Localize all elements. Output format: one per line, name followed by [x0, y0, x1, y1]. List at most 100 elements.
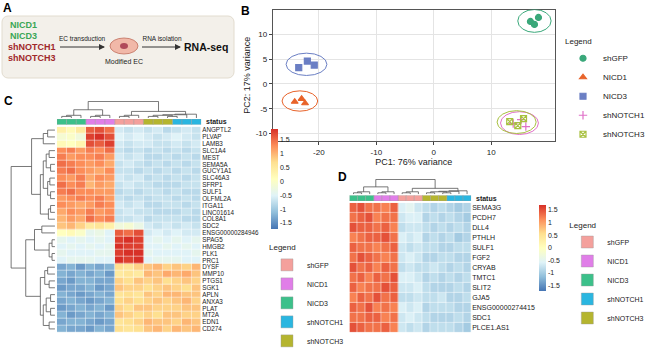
svg-text:PTHLH: PTHLH	[472, 234, 495, 241]
svg-text:NICD3: NICD3	[307, 300, 328, 307]
svg-text:SLC1A4: SLC1A4	[202, 147, 226, 154]
svg-text:shNOTCH1: shNOTCH1	[8, 42, 56, 52]
svg-text:EDN1: EDN1	[202, 318, 219, 325]
svg-text:LINC01614: LINC01614	[202, 209, 234, 216]
svg-text:ITGA11: ITGA11	[202, 202, 224, 209]
svg-text:0: 0	[263, 80, 268, 89]
svg-text:SFRP1: SFRP1	[202, 181, 223, 188]
svg-text:DLL4: DLL4	[472, 224, 489, 231]
svg-text:D: D	[338, 170, 347, 184]
svg-text:NICD1: NICD1	[607, 258, 628, 265]
svg-text:PLCE1.AS1: PLCE1.AS1	[472, 324, 509, 331]
svg-text:FGF2: FGF2	[472, 254, 490, 261]
svg-text:1: 1	[280, 150, 284, 157]
svg-text:0: 0	[548, 244, 552, 251]
svg-text:SLIT2: SLIT2	[472, 284, 491, 291]
svg-text:shNOTCH3: shNOTCH3	[307, 338, 343, 345]
svg-text:status: status	[206, 118, 227, 125]
svg-text:0: 0	[280, 178, 284, 185]
svg-text:SULF1: SULF1	[202, 188, 222, 195]
svg-text:1.5: 1.5	[548, 206, 558, 213]
svg-text:PTGS1: PTGS1	[202, 277, 223, 284]
svg-text:SEMA3G: SEMA3G	[472, 204, 501, 211]
svg-text:ENSG00000284946: ENSG00000284946	[202, 229, 259, 236]
svg-text:TMTC1: TMTC1	[472, 274, 495, 281]
svg-text:APLN: APLN	[202, 291, 219, 298]
svg-text:1.5: 1.5	[280, 136, 290, 143]
svg-text:SULF1: SULF1	[472, 244, 494, 251]
svg-text:A: A	[3, 1, 12, 15]
svg-text:SPAG5: SPAG5	[202, 236, 223, 243]
svg-text:shNOTCH3: shNOTCH3	[8, 53, 56, 63]
svg-text:B: B	[241, 4, 250, 18]
svg-text:-1: -1	[280, 206, 286, 213]
svg-text:Legend: Legend	[269, 243, 296, 252]
svg-text:10: 10	[487, 148, 496, 157]
svg-text:HMGB2: HMGB2	[202, 243, 225, 250]
svg-text:0: 0	[432, 148, 437, 157]
svg-text:-1: -1	[548, 269, 554, 276]
svg-text:NICD3: NICD3	[603, 92, 628, 101]
svg-text:COL8A1: COL8A1	[202, 215, 227, 222]
svg-text:MMP10: MMP10	[202, 270, 224, 277]
svg-text:Legend: Legend	[569, 221, 596, 230]
svg-text:NICD3: NICD3	[607, 277, 628, 284]
svg-text:-0.5: -0.5	[280, 192, 292, 199]
svg-text:SDC1: SDC1	[472, 314, 491, 321]
svg-text:DYSF: DYSF	[202, 263, 219, 270]
svg-text:shGFP: shGFP	[607, 239, 629, 246]
svg-text:SGK1: SGK1	[202, 284, 219, 291]
svg-text:-1.5: -1.5	[280, 219, 292, 226]
svg-text:ENSG00000274415: ENSG00000274415	[472, 304, 535, 311]
svg-text:-20: -20	[313, 148, 325, 157]
svg-text:-10: -10	[256, 129, 268, 138]
svg-text:Legend: Legend	[565, 37, 592, 46]
svg-text:SEMA5A: SEMA5A	[202, 161, 228, 168]
svg-text:MEST: MEST	[202, 154, 220, 161]
svg-text:-0.5: -0.5	[548, 257, 560, 264]
svg-text:PLK1: PLK1	[202, 250, 218, 257]
svg-text:NICD1: NICD1	[307, 281, 328, 288]
svg-text:shNOTCH3: shNOTCH3	[607, 315, 643, 322]
svg-text:C: C	[4, 94, 13, 108]
svg-text:0.5: 0.5	[280, 164, 290, 171]
svg-text:CD274: CD274	[202, 325, 222, 332]
svg-text:LAMB3: LAMB3	[202, 140, 223, 147]
svg-text:shNOTCH3: shNOTCH3	[603, 130, 645, 139]
svg-text:shNOTCH1: shNOTCH1	[607, 296, 643, 303]
svg-text:PCDH7: PCDH7	[472, 214, 496, 221]
svg-text:EC transduction: EC transduction	[59, 35, 106, 42]
svg-text:shNOTCH1: shNOTCH1	[603, 111, 645, 120]
svg-text:0.5: 0.5	[548, 232, 558, 239]
svg-text:CRYAB: CRYAB	[472, 264, 496, 271]
svg-text:NICD1: NICD1	[10, 20, 37, 30]
svg-text:Modified EC: Modified EC	[105, 58, 143, 65]
svg-text:RNA isolation: RNA isolation	[142, 35, 181, 42]
svg-text:PRC1: PRC1	[202, 257, 219, 264]
svg-text:RNA-seq: RNA-seq	[184, 41, 228, 53]
svg-text:shGFP: shGFP	[307, 262, 329, 269]
svg-text:GJA5: GJA5	[472, 294, 490, 301]
svg-text:ANGPTL2: ANGPTL2	[202, 126, 231, 133]
svg-text:NICD1: NICD1	[603, 73, 628, 82]
svg-text:-10: -10	[371, 148, 383, 157]
svg-text:PC2: 17% variance: PC2: 17% variance	[242, 37, 252, 114]
svg-text:-1.5: -1.5	[548, 282, 560, 289]
svg-text:OLFML2A: OLFML2A	[202, 195, 231, 202]
svg-text:SLC46A3: SLC46A3	[202, 174, 229, 181]
svg-text:PC1: 76% variance: PC1: 76% variance	[375, 157, 452, 167]
svg-text:SDC2: SDC2	[202, 222, 219, 229]
svg-text:ANXA3: ANXA3	[202, 298, 223, 305]
svg-text:GUCY1A1: GUCY1A1	[202, 167, 232, 174]
svg-text:-5: -5	[260, 105, 268, 114]
svg-text:shGFP: shGFP	[603, 54, 628, 63]
svg-text:PLVAP: PLVAP	[202, 133, 221, 140]
svg-text:PLAT: PLAT	[202, 305, 217, 312]
svg-text:shNOTCH1: shNOTCH1	[307, 319, 343, 326]
svg-text:status: status	[476, 195, 497, 202]
svg-text:10: 10	[258, 30, 267, 39]
svg-text:5: 5	[263, 55, 268, 64]
svg-text:MT2A: MT2A	[202, 311, 220, 318]
svg-text:1: 1	[548, 219, 552, 226]
svg-text:NICD3: NICD3	[10, 31, 37, 41]
